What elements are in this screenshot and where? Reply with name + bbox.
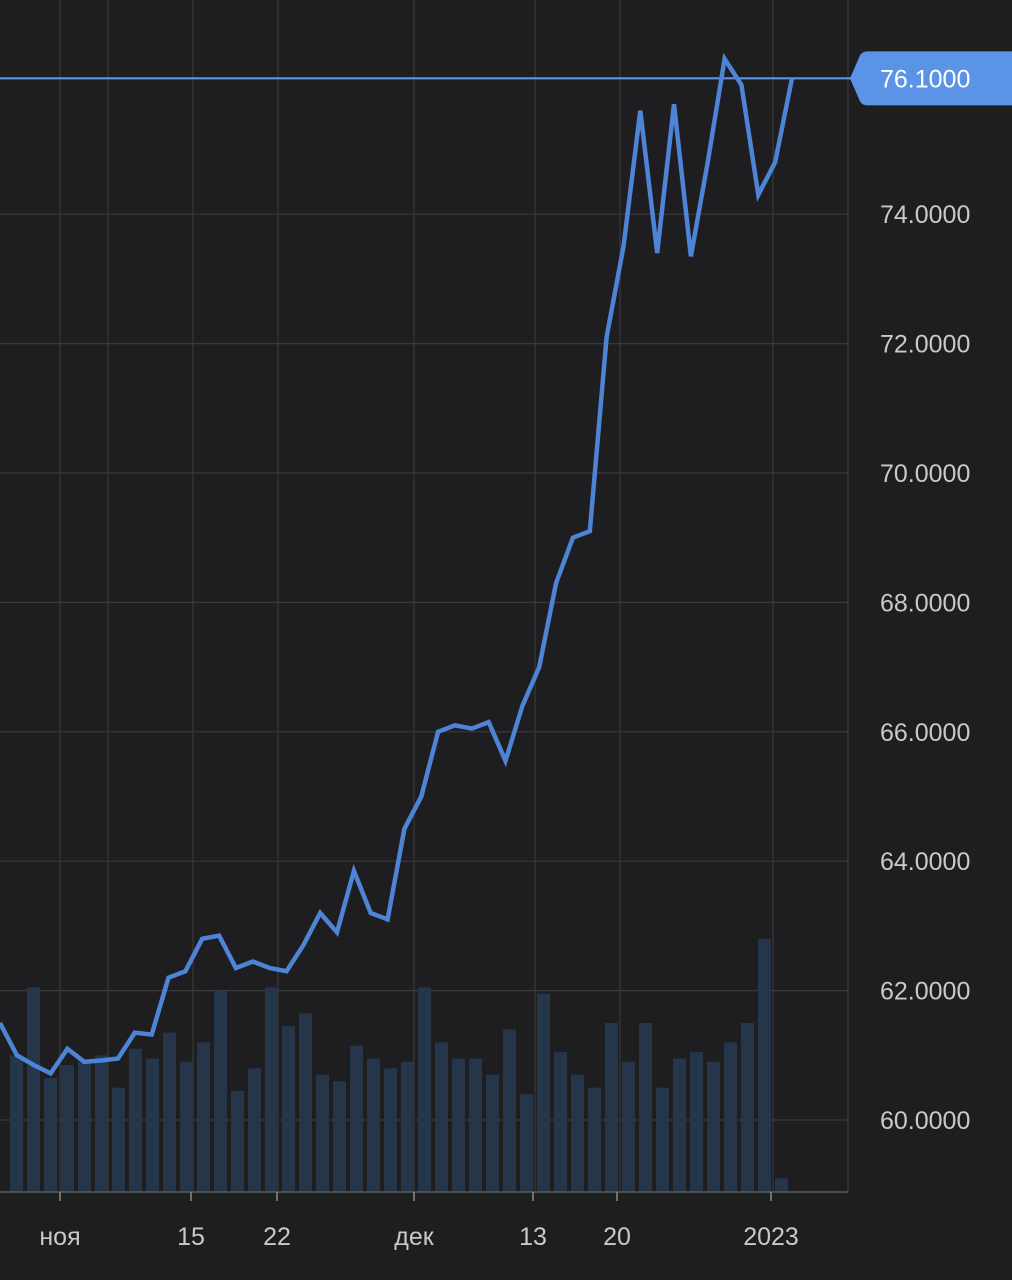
volume-bar [180,1061,193,1192]
x-tick-label: 2023 [743,1223,799,1251]
volume-bar [452,1058,465,1192]
volume-bar [197,1042,210,1192]
volume-bar [469,1058,482,1192]
y-tick-label: 62.0000 [880,978,970,1006]
volume-bar [605,1022,618,1192]
volume-bar [299,1013,312,1192]
line-layer [0,52,856,1077]
volume-bar [44,1077,57,1192]
y-tick-label: 68.0000 [880,589,970,617]
volume-bar [707,1061,720,1192]
volume-bar [350,1045,363,1192]
y-tick-label: 66.0000 [880,719,970,747]
volume-layer [10,938,788,1192]
x-tick-label: 13 [519,1223,547,1251]
volume-bar [554,1052,567,1192]
volume-bar [503,1029,516,1192]
volume-bar [656,1087,669,1192]
volume-bar [316,1074,329,1192]
x-tick-label: дек [394,1223,434,1251]
volume-bar [367,1058,380,1192]
volume-bar [10,1055,23,1192]
volume-bar [248,1068,261,1192]
volume-bar [486,1074,499,1192]
volume-bar [231,1090,244,1192]
volume-bar [146,1058,159,1192]
price-line [0,52,795,1077]
volume-bar [95,1055,108,1192]
volume-bar [775,1178,788,1192]
volume-bar [61,1065,74,1192]
volume-bar [401,1061,414,1192]
volume-bar [214,990,227,1192]
x-tick-label: 22 [263,1223,291,1251]
volume-bar [112,1087,125,1192]
volume-bar [673,1058,686,1192]
x-tick-label: 20 [603,1223,631,1251]
volume-bar [78,1061,91,1192]
volume-bar [741,1022,754,1192]
volume-bar [333,1081,346,1192]
y-tick-label: 70.0000 [880,460,970,488]
volume-bar [418,987,431,1192]
axis-layer [0,1191,848,1201]
volume-bar [384,1068,397,1192]
current-value-label: 76.1000 [880,65,970,93]
volume-bar [27,987,40,1192]
grid-layer [0,0,849,1192]
y-tick-label: 74.0000 [880,201,970,229]
label-layer: 60.0000 62.0000 64.0000 66.0000 68.0000 70.00… [39,51,1012,1251]
volume-bar [520,1094,533,1192]
x-tick-label: ноя [39,1223,80,1251]
volume-bar [571,1074,584,1192]
volume-bar [537,993,550,1192]
volume-bar [265,987,278,1192]
volume-bar [724,1042,737,1192]
volume-bar [163,1032,176,1192]
volume-bar [129,1048,142,1192]
x-tick-label: 15 [177,1223,205,1251]
volume-bar [690,1052,703,1192]
volume-bar [758,938,771,1192]
volume-bar [282,1026,295,1192]
volume-bar [588,1087,601,1192]
y-tick-label: 72.0000 [880,331,970,359]
volume-bar [639,1022,652,1192]
y-tick-label: 64.0000 [880,848,970,876]
current-value-badge [850,51,1012,106]
y-tick-label: 60.0000 [880,1107,970,1135]
volume-bar [435,1042,448,1192]
volume-bar [622,1061,635,1192]
